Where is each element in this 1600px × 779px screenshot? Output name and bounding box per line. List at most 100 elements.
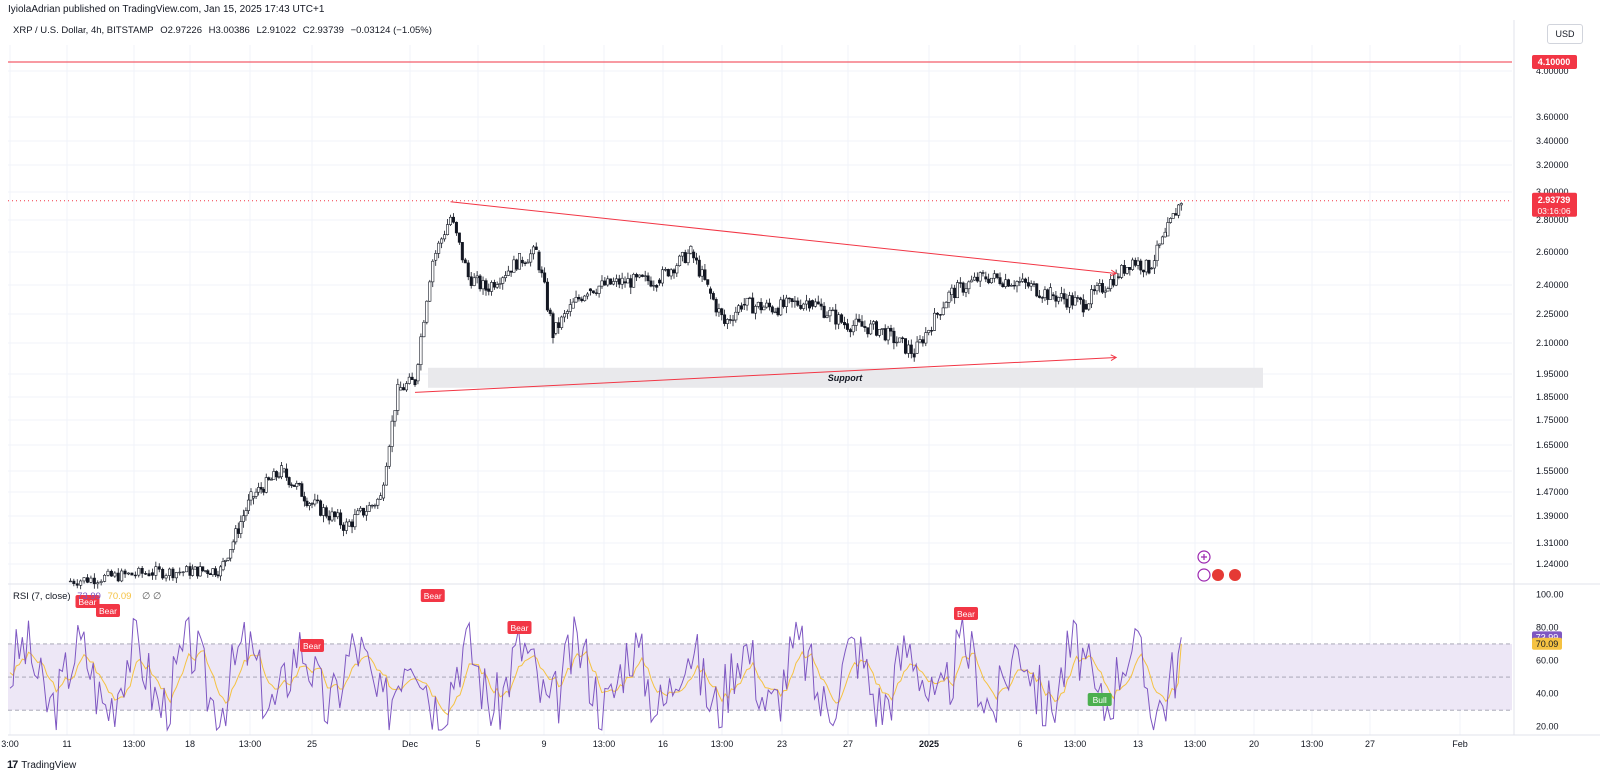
- candle: [290, 482, 294, 489]
- candle: [961, 281, 965, 296]
- price-tick-label: 1.85000: [1536, 392, 1569, 402]
- bear-divergence-label: Bear: [75, 595, 100, 608]
- currency-button[interactable]: USD: [1547, 24, 1583, 44]
- candle: [932, 307, 936, 331]
- candle: [201, 566, 205, 573]
- rsi-ma-tag: 70.09: [1532, 637, 1562, 650]
- footer-brand[interactable]: 17 TradingView: [7, 759, 76, 771]
- candle: [1012, 280, 1016, 290]
- ohlc-change: −0.03124 (−1.05%): [350, 25, 432, 36]
- candle: [751, 292, 755, 314]
- candle: [185, 565, 189, 573]
- candle: [376, 497, 380, 509]
- candle: [992, 270, 996, 283]
- candle: [805, 294, 809, 311]
- candle: [614, 274, 618, 287]
- svg-text:70.09: 70.09: [1536, 639, 1559, 649]
- time-tick-label: Feb: [1452, 739, 1468, 749]
- candle: [319, 499, 323, 517]
- candle: [606, 275, 610, 287]
- candle: [975, 272, 979, 283]
- candles: [68, 202, 1183, 590]
- candle: [387, 444, 391, 469]
- candle: [313, 493, 317, 507]
- candle: [413, 378, 417, 387]
- candle: [972, 272, 976, 281]
- candle: [269, 477, 273, 481]
- candle: [1125, 267, 1129, 275]
- candle: [796, 297, 800, 307]
- candle: [947, 290, 951, 308]
- candle: [672, 268, 676, 279]
- candle: [611, 277, 615, 286]
- candle: [113, 571, 117, 578]
- candle: [1065, 293, 1069, 310]
- candle: [460, 242, 464, 263]
- candle: [848, 327, 852, 338]
- candle: [790, 298, 794, 308]
- candle: [831, 307, 835, 312]
- candle: [236, 522, 240, 539]
- svg-text:Bear: Bear: [79, 597, 97, 607]
- candle: [637, 274, 641, 279]
- rsi-axis: 100.00 80.00 60.00 40.00 20.00: [1536, 589, 1564, 731]
- candle: [428, 279, 432, 302]
- candle: [224, 559, 228, 567]
- candle: [574, 290, 578, 303]
- candle: [869, 319, 873, 336]
- candle: [208, 572, 212, 576]
- bull-divergence-label: Bull: [1087, 693, 1112, 706]
- candle: [953, 284, 957, 304]
- candle: [188, 562, 192, 580]
- candle: [506, 265, 510, 277]
- lower-trendline-arrow: [1110, 354, 1118, 362]
- price-tick-label: 2.80000: [1536, 215, 1569, 225]
- candle: [697, 255, 701, 278]
- candle: [501, 276, 505, 290]
- candle: [517, 253, 521, 270]
- candle: [793, 296, 797, 308]
- candle: [310, 502, 314, 509]
- candle: [834, 303, 838, 330]
- candle: [1073, 291, 1077, 306]
- candle: [714, 297, 718, 317]
- event-icons: [1197, 550, 1241, 582]
- candle: [938, 314, 942, 320]
- rsi-tick-label: 60.00: [1536, 656, 1559, 666]
- candle: [557, 317, 561, 334]
- candle: [964, 283, 968, 298]
- rsi-title[interactable]: RSI (7, close): [13, 591, 71, 602]
- candle: [819, 298, 823, 311]
- candle: [106, 568, 110, 577]
- candle: [191, 564, 195, 577]
- candle: [68, 578, 72, 583]
- candle: [1004, 273, 1008, 289]
- candle: [350, 519, 354, 534]
- candle: [666, 268, 670, 278]
- candle: [828, 307, 832, 323]
- candle: [1155, 240, 1159, 267]
- candle: [490, 280, 494, 296]
- candle: [272, 468, 276, 480]
- candle: [889, 324, 893, 337]
- candle: [1051, 292, 1055, 300]
- candle: [302, 491, 306, 507]
- candle: [307, 502, 311, 511]
- candle: [509, 270, 513, 277]
- candle: [364, 505, 368, 521]
- symbol-legend: XRP / U.S. Dollar, 4h, BITSTAMP O2.97226…: [13, 25, 436, 36]
- candle: [649, 276, 653, 288]
- candle: [1117, 273, 1121, 280]
- candle: [203, 570, 207, 573]
- candle: [1120, 264, 1124, 280]
- lightning-event-icon: [1197, 568, 1211, 582]
- candle: [984, 271, 988, 283]
- candle: [249, 488, 253, 506]
- candle: [216, 570, 220, 579]
- candle: [425, 300, 429, 325]
- time-tick-label: 11: [62, 739, 71, 749]
- candle: [443, 230, 447, 242]
- symbol-name[interactable]: XRP / U.S. Dollar, 4h, BITSTAMP: [13, 25, 154, 36]
- candle: [995, 273, 999, 280]
